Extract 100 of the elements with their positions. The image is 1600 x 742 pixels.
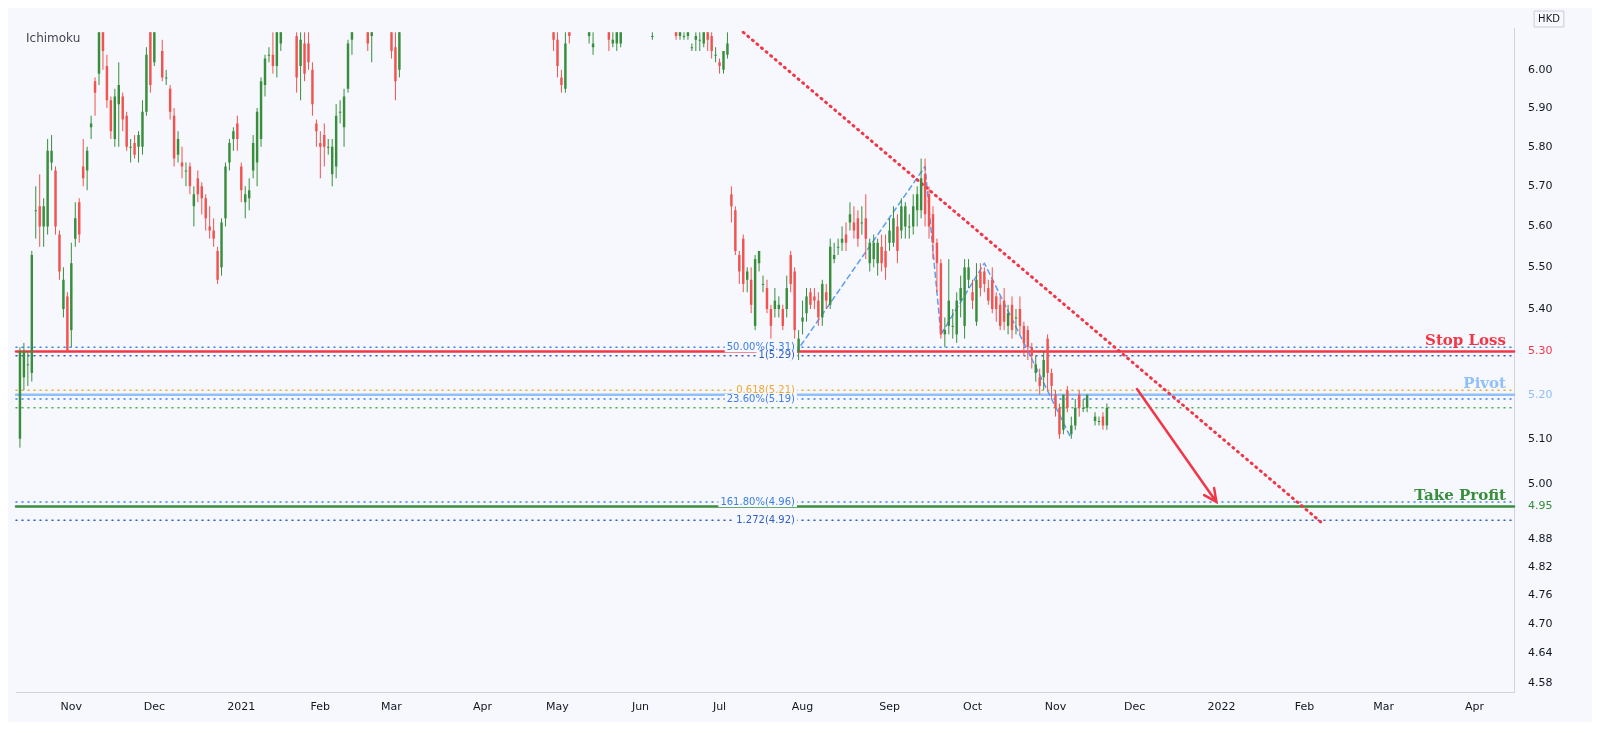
- x-tick-label: Nov: [60, 700, 83, 714]
- candlestick: [805, 287, 808, 323]
- ref-line-label: 0.618(5.21): [736, 383, 796, 395]
- candlestick: [1081, 398, 1085, 413]
- candlestick: [319, 130, 322, 179]
- candlestick: [307, 31, 310, 71]
- x-tick-label: Apr: [1464, 700, 1485, 714]
- candlestick: [797, 329, 800, 361]
- candlestick: [560, 69, 563, 94]
- candlestick: [1066, 385, 1069, 413]
- candlestick: [1050, 368, 1053, 400]
- x-tick-label: Feb: [310, 700, 331, 714]
- ref-line-label: 1(5.29): [758, 349, 796, 361]
- y-tick-label: 5.30: [1528, 344, 1553, 358]
- candlestick: [983, 266, 986, 293]
- ref-line-label: 161.80%(4.96): [720, 495, 796, 507]
- candlestick: [208, 205, 211, 240]
- candlestick: [338, 99, 342, 124]
- candlestick: [74, 201, 77, 248]
- y-tick-label: 5.90: [1528, 100, 1553, 114]
- y-tick-label: 4.88: [1528, 531, 1553, 545]
- candlestick: [884, 234, 887, 281]
- candlestick: [836, 238, 840, 256]
- candlestick: [164, 69, 168, 86]
- candlestick: [552, 31, 555, 52]
- candlestick: [184, 162, 188, 187]
- candlestick: [682, 31, 686, 41]
- candlestick: [315, 119, 318, 148]
- candlestick: [1054, 389, 1057, 418]
- y-tick-label: 4.76: [1528, 588, 1553, 602]
- candlestick: [228, 138, 231, 171]
- x-tick-label: Oct: [962, 700, 983, 714]
- annotation: Ichimoku: [26, 30, 81, 45]
- y-tick-label: 5.00: [1528, 476, 1553, 490]
- x-tick-label: Sep: [879, 700, 900, 714]
- ref-line-label: Stop Loss: [1425, 330, 1506, 349]
- candlestick: [690, 43, 694, 52]
- candlestick: [232, 126, 235, 152]
- candlestick: [852, 205, 856, 240]
- candlestick: [1038, 368, 1041, 396]
- candlestick: [1014, 308, 1018, 335]
- y-tick-label: 5.50: [1528, 260, 1553, 274]
- y-tick-label: 4.58: [1528, 675, 1553, 689]
- candlestick: [38, 173, 41, 248]
- x-tick-label: Jul: [711, 700, 727, 714]
- candlestick: [825, 283, 828, 310]
- candlestick: [133, 134, 136, 160]
- candlestick: [651, 31, 654, 41]
- y-tick-label: 4.64: [1528, 646, 1553, 660]
- candlestick: [212, 217, 215, 248]
- candlestick: [801, 300, 804, 335]
- candlestick: [698, 31, 702, 52]
- candlestick: [987, 279, 990, 306]
- x-tick-label: Jun: [630, 700, 650, 714]
- y-tick-label: 6.00: [1528, 62, 1553, 76]
- candlestick: [240, 162, 243, 203]
- x-tick-label: Mar: [381, 700, 403, 714]
- candlestick: [714, 46, 717, 63]
- ref-line-label: 50.00%(5.31): [726, 340, 796, 352]
- y-tick-label: 4.95: [1528, 499, 1553, 513]
- candlestick: [1042, 350, 1045, 391]
- candlestick: [1070, 416, 1073, 440]
- y-tick-label: 5.80: [1528, 139, 1553, 153]
- y-tick-label: 5.70: [1528, 179, 1553, 193]
- candlestick: [860, 205, 864, 236]
- ref-line-label: Take Profit: [1414, 485, 1507, 504]
- x-tick-label: 2021: [227, 700, 256, 714]
- candlestick: [710, 31, 713, 60]
- candlestick: [730, 185, 733, 223]
- x-tick-label: Feb: [1294, 700, 1315, 714]
- y-axis-title: HKD: [1538, 12, 1561, 24]
- candlestick: [129, 138, 132, 163]
- candlestick: [236, 115, 239, 152]
- y-tick-label: 5.60: [1528, 219, 1553, 233]
- candlestick: [1097, 416, 1101, 426]
- ref-line-label: Pivot: [1463, 374, 1507, 393]
- candlestick: [34, 185, 37, 240]
- candlestick: [761, 275, 765, 293]
- candlestick: [204, 193, 207, 232]
- ref-line-label: 1.272(4.92): [736, 513, 796, 525]
- candlestick: [908, 213, 911, 240]
- candlestick: [323, 122, 326, 167]
- candlestick: [872, 234, 875, 268]
- y-tick-label: 4.82: [1528, 559, 1553, 573]
- candlestick: [888, 217, 891, 252]
- candlestick: [26, 350, 30, 387]
- y-tick-label: 4.70: [1528, 617, 1553, 631]
- y-tick-label: 5.20: [1528, 387, 1553, 401]
- x-tick-label: Dec: [143, 700, 165, 714]
- candlestick: [706, 31, 709, 52]
- x-tick-label: Mar: [1373, 700, 1395, 714]
- candlestick: [817, 291, 820, 327]
- y-tick-label: 5.10: [1528, 431, 1553, 445]
- x-tick-label: Nov: [1044, 700, 1067, 714]
- candlestick: [813, 287, 816, 310]
- x-tick-label: Apr: [472, 700, 493, 714]
- candlestick: [880, 234, 883, 272]
- candlestick: [904, 201, 907, 240]
- candlestick: [809, 287, 812, 310]
- x-tick-label: Aug: [791, 700, 814, 714]
